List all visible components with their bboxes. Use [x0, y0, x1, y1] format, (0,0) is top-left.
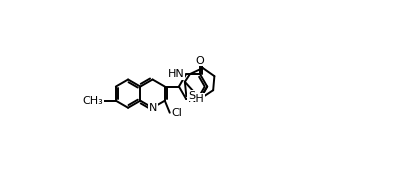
Text: N: N [148, 103, 157, 113]
Text: CH₃: CH₃ [82, 96, 103, 106]
Text: NH: NH [188, 94, 204, 104]
Text: HN: HN [168, 69, 184, 79]
Text: S: S [188, 91, 195, 101]
Text: Cl: Cl [171, 108, 182, 118]
Text: O: O [196, 56, 204, 66]
